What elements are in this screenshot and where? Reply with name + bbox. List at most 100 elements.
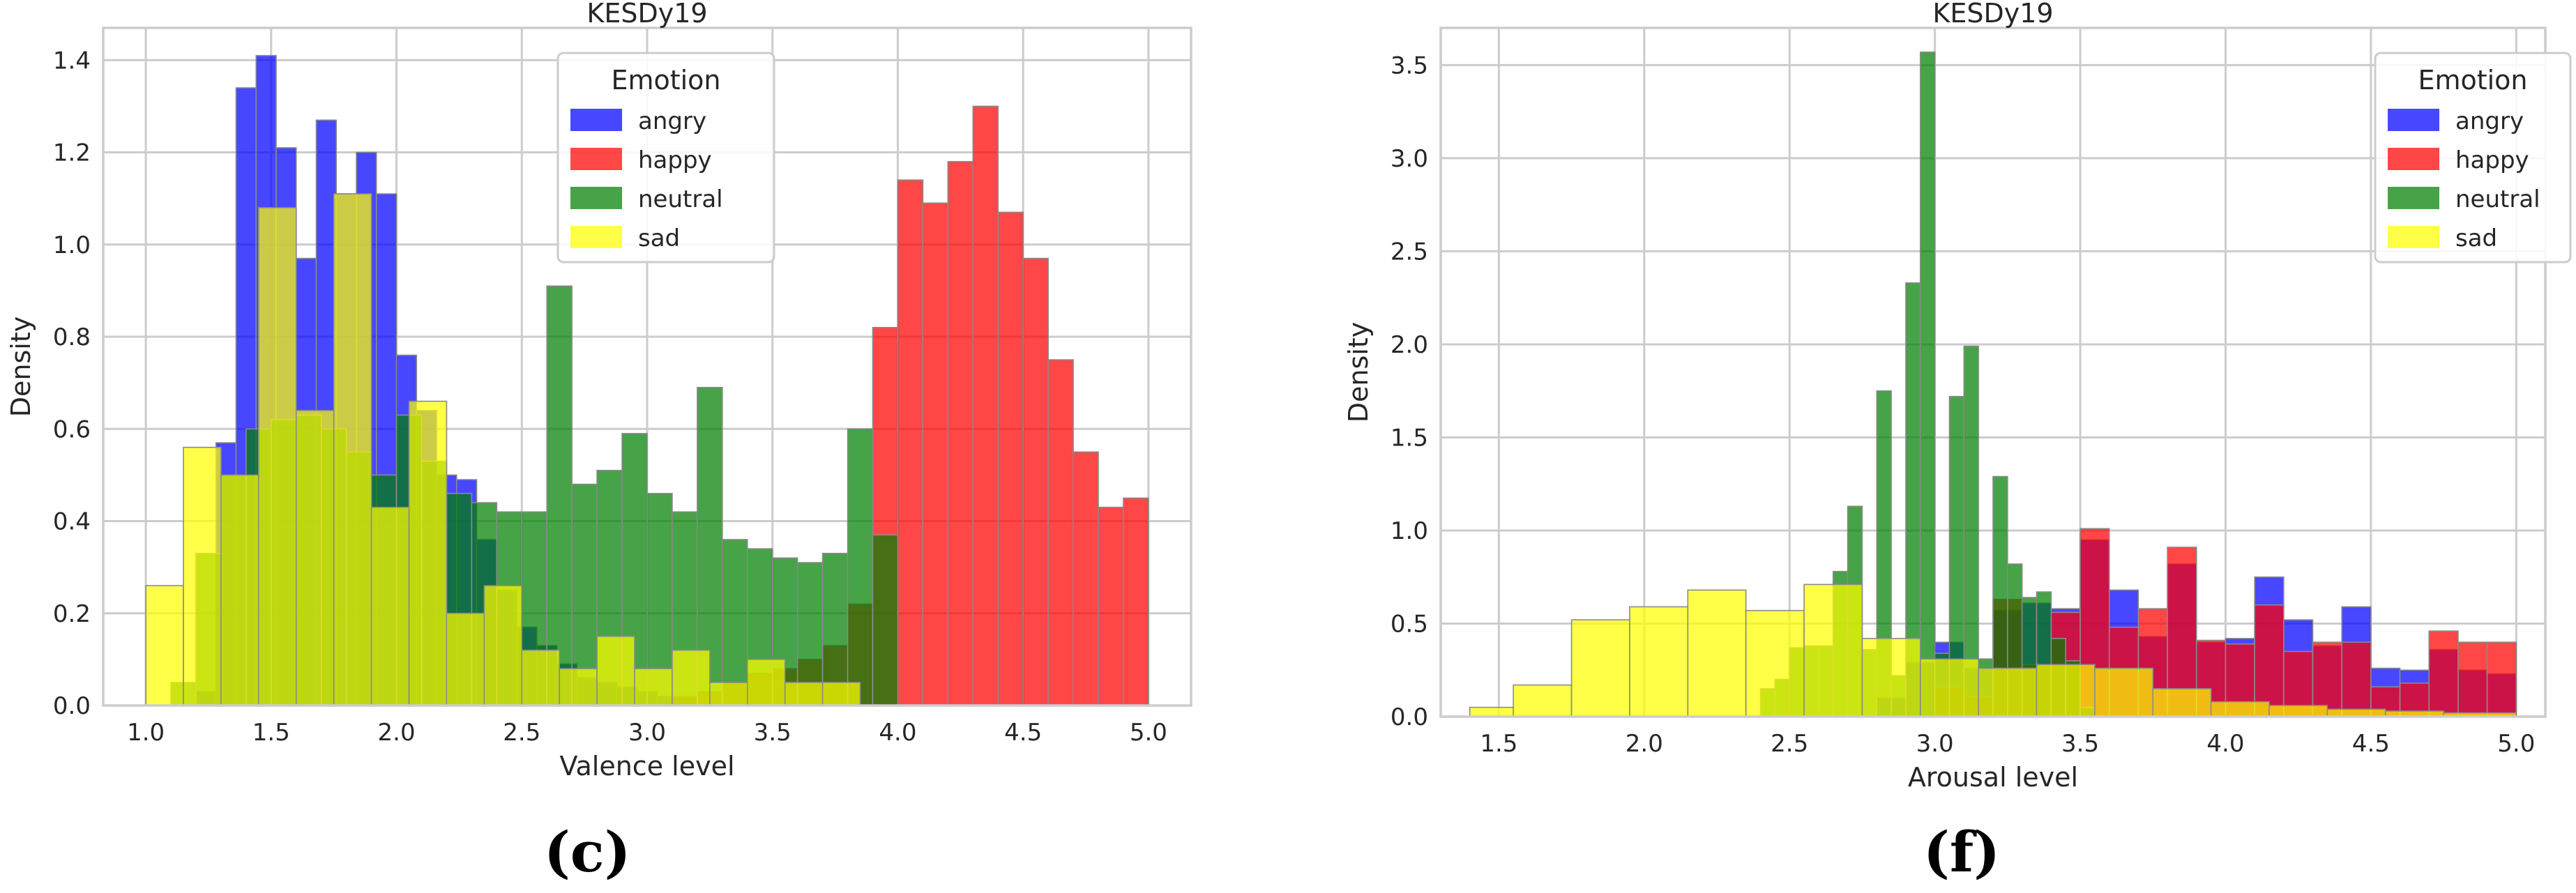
series-sad: [145, 193, 861, 706]
y-tick-label: 1.0: [1391, 517, 1428, 545]
bar-neutral: [546, 285, 573, 706]
x-axis-label: Valence level: [559, 751, 734, 781]
bar-sad: [1745, 609, 1805, 717]
panel-label-c: (c): [544, 819, 631, 885]
bar-sad: [821, 682, 861, 706]
legend-swatch-sad: [570, 226, 622, 248]
bar-sad: [634, 668, 673, 706]
bar-neutral: [1919, 51, 1936, 717]
x-tick-label: 4.5: [1004, 719, 1042, 747]
y-tick-label: 0.5: [1391, 610, 1428, 638]
bar-sad: [1919, 658, 1979, 717]
y-tick-label: 0.4: [53, 508, 91, 536]
bar-happy: [997, 211, 1024, 706]
y-tick-label: 0.8: [53, 323, 91, 351]
bar-neutral: [872, 534, 899, 706]
panel-label-f: (f): [1923, 819, 2001, 885]
y-tick-label: 2.5: [1391, 238, 1428, 266]
bar-happy: [1022, 257, 1049, 706]
bar-happy: [922, 202, 949, 706]
legend-label-sad: sad: [2455, 224, 2497, 252]
y-tick-label: 1.4: [53, 47, 91, 75]
bar-sad: [1803, 583, 1863, 717]
bar-sad: [333, 193, 372, 706]
legend: Emotion angry happy neutral sad: [2374, 52, 2572, 264]
bar-sad: [183, 446, 222, 706]
x-tick-label: 1.0: [127, 719, 165, 747]
bar-happy: [2486, 641, 2517, 717]
bar-sad: [258, 207, 297, 706]
plot-frame: [1439, 26, 2547, 718]
x-tick-label: 4.5: [2352, 730, 2390, 758]
chart-title: KESDy19: [1932, 0, 2053, 29]
legend-label-neutral: neutral: [2455, 185, 2540, 213]
bar-happy: [972, 105, 999, 706]
y-tick-label: 1.0: [53, 231, 91, 259]
bar-sad: [2036, 664, 2096, 717]
x-tick-label: 2.0: [378, 719, 416, 747]
bar-sad: [1513, 684, 1573, 717]
bar-sad: [1469, 706, 1515, 717]
bar-sad: [746, 659, 786, 706]
bar-sad: [709, 682, 748, 706]
y-tick-label: 0.2: [53, 600, 91, 628]
bar-sad: [446, 612, 485, 706]
x-tick-label: 2.0: [1626, 730, 1663, 758]
x-tick-label: 2.5: [1771, 730, 1808, 758]
x-tick-label: 3.0: [628, 719, 666, 747]
y-tick-label: 1.2: [53, 139, 91, 167]
bar-sad: [2152, 688, 2212, 717]
bar-happy: [1098, 506, 1124, 706]
legend-title: Emotion: [2418, 65, 2527, 96]
bar-sad: [1687, 589, 1747, 717]
y-tick-label: 3.5: [1391, 52, 1428, 79]
legend-label-angry: angry: [2455, 107, 2524, 135]
bar-sad: [2268, 705, 2328, 717]
bar-neutral: [847, 428, 874, 706]
legend-swatch-neutral: [2388, 187, 2439, 209]
chart-title: KESDy19: [586, 0, 707, 29]
bar-happy: [897, 179, 924, 706]
x-tick-label: 3.0: [1916, 730, 1954, 758]
bar-sad: [1570, 619, 1630, 717]
bar-sad: [596, 636, 635, 706]
bar-happy: [1047, 359, 1074, 706]
bar-happy: [2341, 641, 2372, 717]
bar-sad: [145, 585, 184, 706]
bar-sad: [2094, 667, 2154, 717]
bar-happy: [2457, 641, 2488, 717]
bar-sad: [1861, 638, 1921, 717]
bar-sad: [521, 649, 560, 706]
x-tick-label: 4.0: [879, 719, 916, 747]
bar-sad: [2210, 701, 2270, 717]
y-tick-label: 1.5: [1391, 424, 1428, 452]
bar-happy: [947, 160, 974, 706]
y-axis-label: Density: [1343, 322, 1374, 422]
x-tick-label: 2.5: [503, 719, 540, 747]
x-axis-label: Arousal level: [1908, 762, 2078, 793]
legend: Emotion angry happy neutral sad: [556, 52, 775, 264]
y-axis-label: Density: [6, 316, 36, 417]
legend-swatch-happy: [570, 148, 622, 170]
legend-label-angry: angry: [638, 107, 706, 135]
bar-happy: [2312, 641, 2343, 717]
bar-sad: [408, 400, 448, 706]
y-tick-label: 0.6: [53, 415, 91, 443]
bar-sad: [1978, 667, 2038, 717]
chart-valence: 1.0 1.5 2.0 2.5 3.0 3.5 4.0 4.5 5.0 0.0 0.2 0.4 0.6 0…: [6, 0, 1192, 781]
x-tick-label: 5.0: [2497, 730, 2535, 758]
x-tick-label: 5.0: [1130, 719, 1167, 747]
legend-label-happy: happy: [2455, 146, 2529, 174]
y-tick-label: 0.0: [1391, 703, 1428, 731]
legend-swatch-happy: [2388, 148, 2439, 170]
x-tick-label: 1.5: [252, 719, 290, 747]
y-tick-label: 3.0: [1391, 145, 1428, 173]
bar-sad: [784, 682, 824, 706]
plot-frame: [102, 26, 1192, 707]
x-tick-label: 3.5: [2061, 730, 2099, 758]
legend-title: Emotion: [611, 65, 720, 96]
x-tick-label: 1.5: [1480, 730, 1517, 758]
bar-sad: [559, 668, 598, 706]
bar-sad: [370, 506, 410, 706]
